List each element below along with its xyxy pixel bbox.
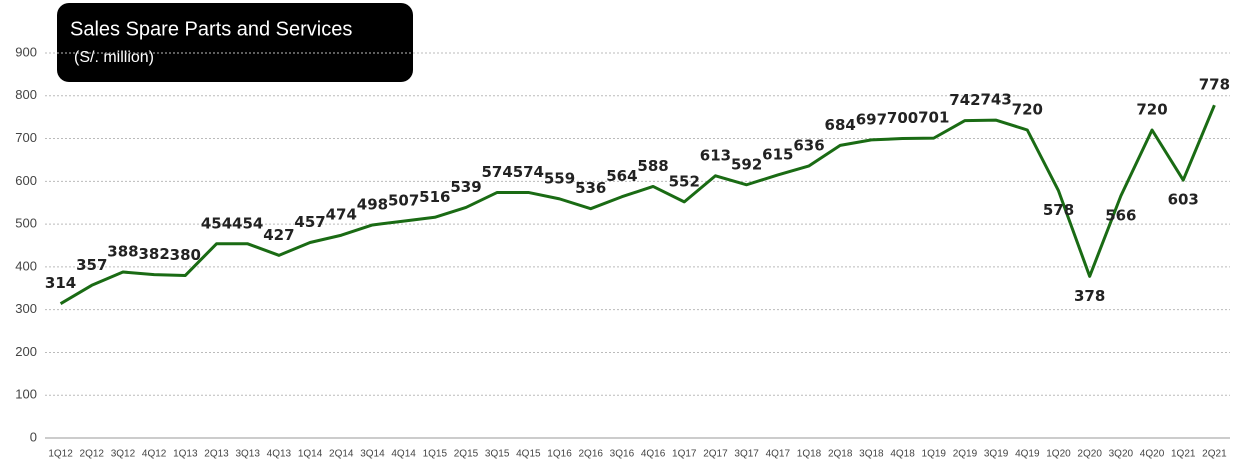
y-tick-label: 400 bbox=[15, 258, 37, 273]
x-tick-label: 3Q15 bbox=[485, 449, 510, 460]
x-tick-label: 4Q18 bbox=[890, 449, 915, 460]
x-tick-label: 1Q17 bbox=[672, 449, 697, 460]
x-tick-label: 3Q14 bbox=[360, 449, 385, 460]
x-tick-label: 3Q13 bbox=[235, 449, 260, 460]
x-tick-label: 2Q13 bbox=[204, 449, 229, 460]
y-tick-label: 700 bbox=[15, 130, 37, 145]
y-tick-label: 500 bbox=[15, 216, 37, 231]
data-label: 742 bbox=[949, 91, 980, 109]
data-label: 578 bbox=[1043, 201, 1074, 219]
y-tick-label: 600 bbox=[15, 173, 37, 188]
x-tick-label: 3Q17 bbox=[734, 449, 759, 460]
data-label: 378 bbox=[1074, 287, 1105, 305]
data-label: 588 bbox=[637, 157, 668, 175]
y-tick-label: 800 bbox=[15, 87, 37, 102]
x-tick-label: 1Q14 bbox=[298, 449, 323, 460]
data-label: 701 bbox=[918, 109, 949, 127]
data-label: 507 bbox=[388, 192, 419, 210]
data-label: 498 bbox=[357, 195, 388, 213]
data-label: 388 bbox=[107, 243, 138, 261]
data-label: 592 bbox=[731, 155, 762, 173]
data-label: 552 bbox=[669, 172, 700, 190]
x-tick-label: 1Q16 bbox=[547, 449, 572, 460]
data-label: 636 bbox=[793, 136, 824, 154]
data-label: 559 bbox=[544, 169, 575, 187]
data-label: 603 bbox=[1168, 191, 1199, 209]
y-tick-label: 900 bbox=[15, 44, 37, 59]
x-tick-label: 4Q16 bbox=[641, 449, 666, 460]
x-tick-label: 3Q19 bbox=[984, 449, 1009, 460]
data-label: 357 bbox=[76, 256, 107, 274]
data-label: 700 bbox=[887, 109, 918, 127]
data-label: 474 bbox=[326, 206, 357, 224]
data-label: 684 bbox=[825, 116, 856, 134]
data-label: 697 bbox=[856, 110, 887, 128]
data-label: 720 bbox=[1136, 101, 1167, 119]
x-tick-label: 4Q12 bbox=[142, 449, 167, 460]
data-label: 454 bbox=[232, 214, 263, 232]
data-label: 720 bbox=[1012, 101, 1043, 119]
x-tick-label: 2Q12 bbox=[80, 449, 105, 460]
x-tick-label: 2Q15 bbox=[454, 449, 479, 460]
x-tick-label: 3Q16 bbox=[610, 449, 635, 460]
x-tick-label: 2Q20 bbox=[1077, 449, 1102, 460]
title-box bbox=[57, 3, 413, 82]
data-label: 564 bbox=[606, 167, 637, 185]
data-label: 380 bbox=[170, 246, 201, 264]
data-label: 427 bbox=[263, 226, 294, 244]
y-tick-label: 200 bbox=[15, 344, 37, 359]
data-line bbox=[59, 104, 1216, 305]
x-tick-label: 2Q18 bbox=[828, 449, 853, 460]
x-tick-label: 2Q17 bbox=[703, 449, 728, 460]
x-tick-label: 2Q14 bbox=[329, 449, 354, 460]
x-tick-label: 4Q19 bbox=[1015, 449, 1040, 460]
data-label: 516 bbox=[419, 188, 450, 206]
data-label: 539 bbox=[450, 178, 481, 196]
chart-subtitle: (S/. million) bbox=[74, 49, 154, 66]
data-label: 613 bbox=[700, 146, 731, 164]
data-label: 314 bbox=[45, 274, 76, 292]
y-tick-label: 300 bbox=[15, 301, 37, 316]
x-tick-label: 1Q18 bbox=[797, 449, 822, 460]
x-tick-label: 3Q12 bbox=[111, 449, 136, 460]
x-tick-label: 4Q20 bbox=[1140, 449, 1165, 460]
x-tick-label: 1Q12 bbox=[48, 449, 73, 460]
x-tick-label: 4Q14 bbox=[391, 449, 416, 460]
data-label: 454 bbox=[201, 214, 232, 232]
x-tick-label: 3Q18 bbox=[859, 449, 884, 460]
data-label: 574 bbox=[482, 163, 513, 181]
data-label: 743 bbox=[980, 91, 1011, 109]
x-tick-label: 2Q19 bbox=[953, 449, 978, 460]
x-tick-label: 1Q15 bbox=[423, 449, 448, 460]
x-tick-label: 3Q20 bbox=[1109, 449, 1134, 460]
y-tick-label: 100 bbox=[15, 387, 37, 402]
x-tick-label: 4Q17 bbox=[766, 449, 791, 460]
chart-title: Sales Spare Parts and Services bbox=[70, 18, 352, 40]
x-tick-label: 1Q21 bbox=[1171, 449, 1196, 460]
x-tick-label: 2Q21 bbox=[1202, 449, 1227, 460]
x-tick-label: 4Q15 bbox=[516, 449, 541, 460]
data-label: 536 bbox=[575, 179, 606, 197]
data-label: 382 bbox=[138, 245, 169, 263]
x-tick-label: 1Q13 bbox=[173, 449, 198, 460]
x-tick-label: 2Q16 bbox=[578, 449, 603, 460]
x-tick-label: 1Q19 bbox=[922, 449, 947, 460]
y-tick-label: 0 bbox=[30, 429, 37, 444]
x-tick-label: 4Q13 bbox=[267, 449, 292, 460]
data-label: 574 bbox=[513, 163, 544, 181]
data-label: 778 bbox=[1199, 76, 1230, 94]
data-label: 457 bbox=[294, 213, 325, 231]
data-label: 615 bbox=[762, 145, 793, 163]
x-tick-label: 1Q20 bbox=[1046, 449, 1071, 460]
data-label: 566 bbox=[1105, 206, 1136, 224]
